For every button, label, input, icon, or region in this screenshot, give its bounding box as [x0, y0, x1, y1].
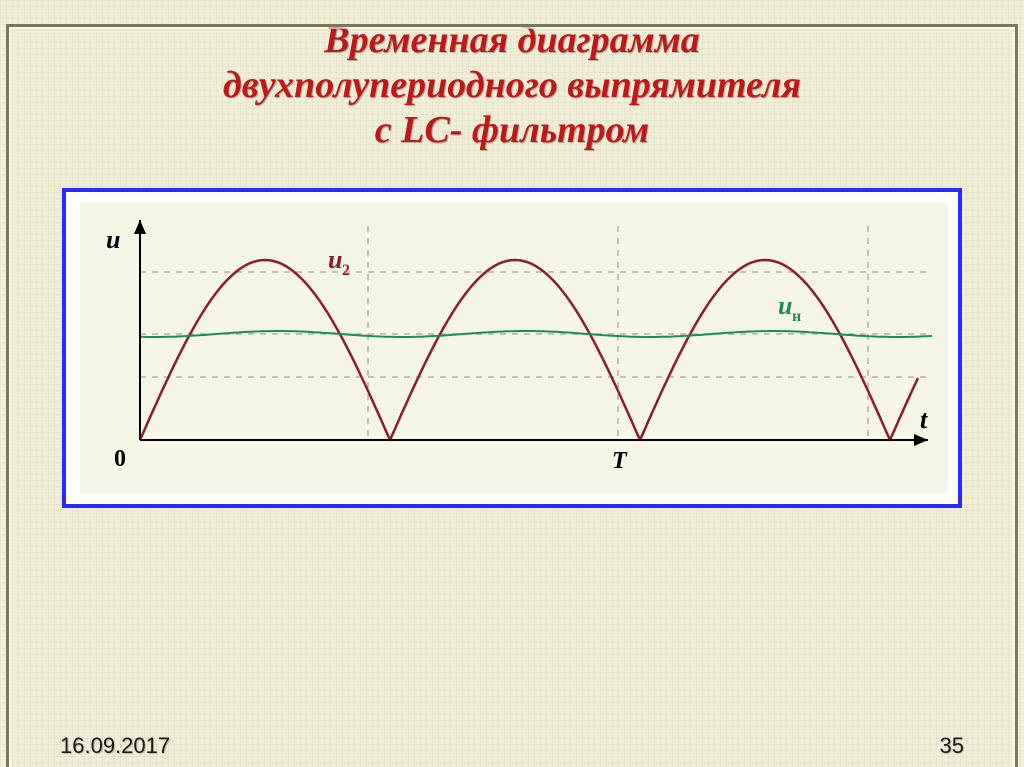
- svg-text:2: 2: [342, 262, 350, 279]
- footer-date: 16.09.2017: [60, 733, 170, 759]
- svg-text:0: 0: [114, 446, 126, 472]
- chart-plot-area: u2uнut0T: [80, 202, 944, 494]
- slide-footer: 16.09.2017 35: [0, 733, 1024, 759]
- chart-svg: u2uнut0T: [80, 202, 948, 494]
- chart-frame: u2uнut0T: [62, 188, 962, 508]
- svg-text:н: н: [792, 308, 801, 325]
- footer-page: 35: [940, 733, 964, 759]
- svg-text:u: u: [106, 225, 120, 254]
- svg-text:u: u: [328, 245, 342, 274]
- svg-text:u: u: [778, 291, 792, 320]
- svg-text:t: t: [920, 405, 928, 434]
- svg-text:T: T: [612, 448, 628, 474]
